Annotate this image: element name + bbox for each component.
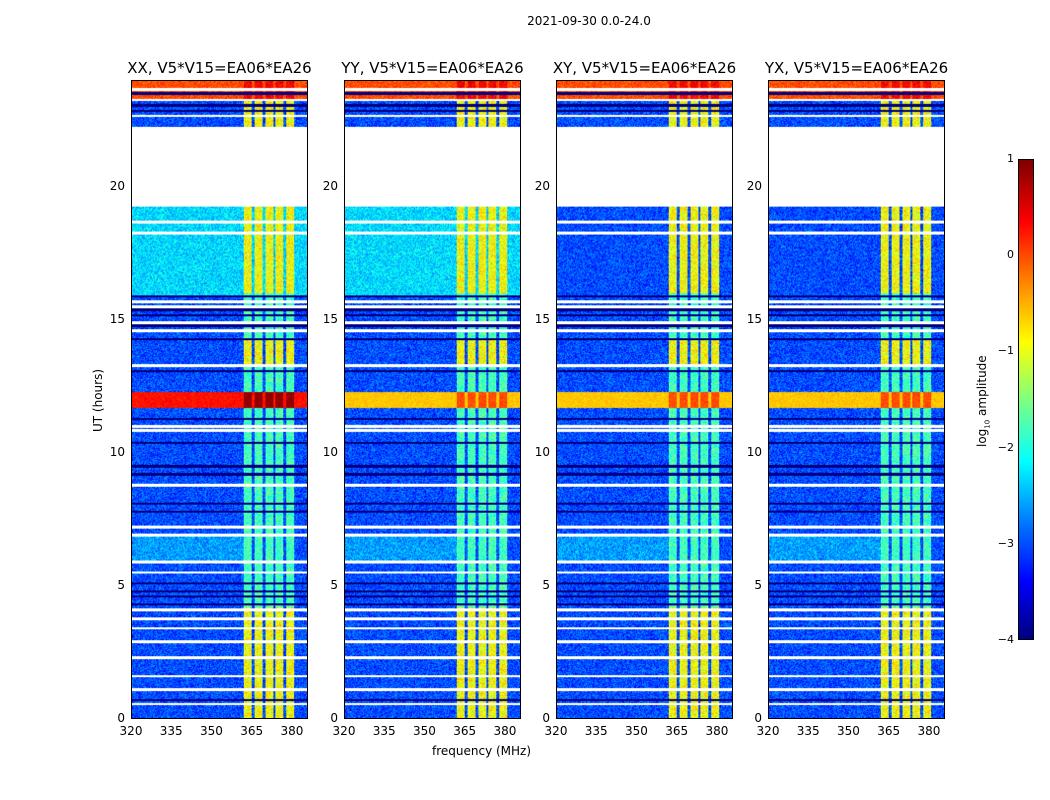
colorbar-tick-label: −4: [997, 633, 1014, 646]
x-tick-label: 365: [240, 724, 264, 738]
y-tick-label: 0: [330, 711, 338, 725]
heatmap-image: [557, 81, 732, 718]
y-tick-label: 5: [754, 577, 762, 592]
y-tick-label: 20: [109, 178, 125, 193]
x-axis-label: frequency (MHz): [432, 744, 532, 758]
x-tick-label: 365: [665, 724, 689, 738]
y-tick-label: 15: [322, 311, 338, 326]
colorbar-tick-label: 1: [1007, 152, 1014, 165]
x-tick-label: 380: [280, 724, 304, 738]
x-tick-label: 335: [796, 724, 820, 738]
y-tick-label: 15: [109, 311, 125, 326]
y-tick-label: 0: [117, 711, 125, 725]
panel-title: XX, V5*V15=EA06*EA26: [127, 59, 312, 77]
x-tick-label: 380: [705, 724, 729, 738]
y-tick-label: 5: [542, 577, 550, 592]
y-tick-label: 20: [534, 178, 550, 193]
y-tick-label: 0: [542, 711, 550, 725]
y-tick-label: 10: [746, 444, 762, 459]
x-tick-label: 320: [119, 724, 143, 738]
y-tick-label: 15: [746, 311, 762, 326]
x-tick-label: 335: [159, 724, 183, 738]
x-tick-label: 380: [917, 724, 941, 738]
x-tick-label: 350: [200, 724, 223, 738]
colorbar-tick-label: −2: [997, 440, 1014, 454]
colorbar: [1018, 159, 1034, 640]
heatmap-image: [769, 81, 944, 718]
x-tick-label: 320: [756, 724, 780, 738]
figure-suptitle: 2021-09-30 0.0-24.0: [527, 14, 651, 28]
panel-title: YY, V5*V15=EA06*EA26: [341, 59, 524, 77]
waterfall-panel-2: [556, 80, 733, 719]
y-tick-label: 20: [322, 178, 338, 193]
x-tick-label: 335: [584, 724, 608, 738]
y-tick-label: 0: [754, 711, 762, 725]
x-tick-label: 320: [332, 724, 356, 738]
y-tick-label: 10: [322, 444, 338, 459]
colorbar-tick-label: −1: [997, 344, 1014, 358]
panel-title: XY, V5*V15=EA06*EA26: [552, 59, 737, 77]
waterfall-panel-3: [768, 80, 945, 719]
waterfall-panel-1: [344, 80, 521, 719]
y-tick-label: 15: [534, 311, 550, 326]
y-axis-label: UT (hours): [91, 368, 105, 432]
x-tick-label: 350: [413, 724, 436, 738]
heatmap-image: [132, 81, 307, 718]
y-tick-label: 10: [534, 444, 550, 459]
x-tick-label: 380: [493, 724, 517, 738]
waterfall-panel-0: [131, 80, 308, 719]
colorbar-tick-label: −3: [997, 536, 1014, 550]
y-tick-label: 10: [109, 444, 125, 459]
x-tick-label: 365: [453, 724, 477, 738]
y-tick-label: 5: [117, 577, 125, 592]
panel-title: YX, V5*V15=EA06*EA26: [764, 59, 949, 77]
heatmap-image: [345, 81, 520, 718]
x-tick-label: 335: [372, 724, 396, 738]
x-tick-label: 350: [837, 724, 860, 738]
x-tick-label: 365: [877, 724, 901, 738]
y-tick-label: 20: [746, 178, 762, 193]
x-tick-label: 320: [544, 724, 568, 738]
colorbar-label: log10 amplitude: [975, 355, 992, 447]
x-tick-label: 350: [625, 724, 648, 738]
colorbar-tick-label: 0: [1007, 248, 1014, 262]
y-tick-label: 5: [330, 577, 338, 592]
